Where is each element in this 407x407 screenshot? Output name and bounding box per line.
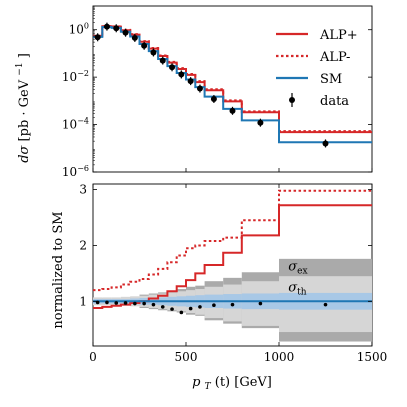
ratio-data-point <box>212 303 216 308</box>
x-tick-label: 1000 <box>264 350 295 364</box>
y-tick-label: 10−6 <box>62 164 89 179</box>
x-tick-label: 1500 <box>357 350 388 364</box>
band-annotations: σex σth <box>288 260 307 298</box>
ratio-data-point <box>198 305 202 309</box>
x-tick-label: 0 <box>89 350 97 364</box>
band-label: σex <box>288 260 307 277</box>
ratio-data-point <box>142 301 146 306</box>
ratio-data-point <box>230 302 235 307</box>
data-point <box>159 57 166 64</box>
data-point <box>141 42 148 49</box>
data-point <box>178 71 185 78</box>
legend: ALP+ ALP- SM data <box>276 28 358 109</box>
ratio-data-point <box>151 302 156 307</box>
data-point <box>94 34 101 41</box>
data-point <box>229 107 236 114</box>
bottom-ticks: 1 2 3 0 500 1000 1500 <box>79 183 387 364</box>
y-tick-label: 3 <box>79 183 87 197</box>
y-tick-label: 10−2 <box>62 69 89 84</box>
ratio-data-point <box>160 305 165 309</box>
ratio-data-point <box>258 301 263 306</box>
data-point <box>187 78 194 85</box>
data-point <box>196 85 203 92</box>
series-line-sm <box>93 26 372 144</box>
band-label: σth <box>288 280 306 297</box>
ratio-data-point <box>170 307 174 311</box>
y-tick-label: 10−4 <box>62 117 89 132</box>
legend-label: ALP+ <box>319 28 358 43</box>
ratio-data-point <box>323 302 328 307</box>
y-tick-label: 2 <box>79 238 87 252</box>
top-plot-frame <box>92 5 373 173</box>
top-y-axis-label: dσ [pb · GeV −1 ] <box>11 53 32 163</box>
legend-label: data <box>320 94 349 109</box>
top-series <box>93 22 372 148</box>
ratio-data-point <box>133 301 137 306</box>
ratio-data-point <box>179 310 184 315</box>
y-tick-label: 100 <box>69 22 89 37</box>
ratio-line-alp <box>93 204 372 310</box>
y-tick-label: 1 <box>79 294 87 308</box>
data-point <box>169 64 176 71</box>
legend-marker-point <box>289 97 295 103</box>
data-point <box>322 140 329 147</box>
ratio-data-point <box>105 300 109 305</box>
legend-label: SM <box>320 72 342 87</box>
ratio-data-point <box>188 306 193 311</box>
legend-label: ALP- <box>319 50 350 65</box>
ratio-data-point <box>123 301 128 305</box>
data-point <box>150 49 157 56</box>
data-point <box>257 119 264 126</box>
bottom-series <box>93 189 372 315</box>
data-point <box>131 34 138 41</box>
top-y-ticks: 10−6 10−4 10−2 100 <box>62 6 373 179</box>
data-point <box>122 29 129 36</box>
ratio-line-alp-minus <box>93 189 372 292</box>
bottom-bands <box>93 258 372 342</box>
data-point <box>113 25 120 32</box>
x-axis-label: p T (t) [GeV] <box>192 375 272 393</box>
data-point <box>210 95 217 102</box>
x-tick-label: 500 <box>175 350 198 364</box>
ratio-data-point <box>114 301 119 305</box>
data-point <box>103 23 110 30</box>
bottom-y-axis-label: normalized to SM <box>51 211 66 328</box>
